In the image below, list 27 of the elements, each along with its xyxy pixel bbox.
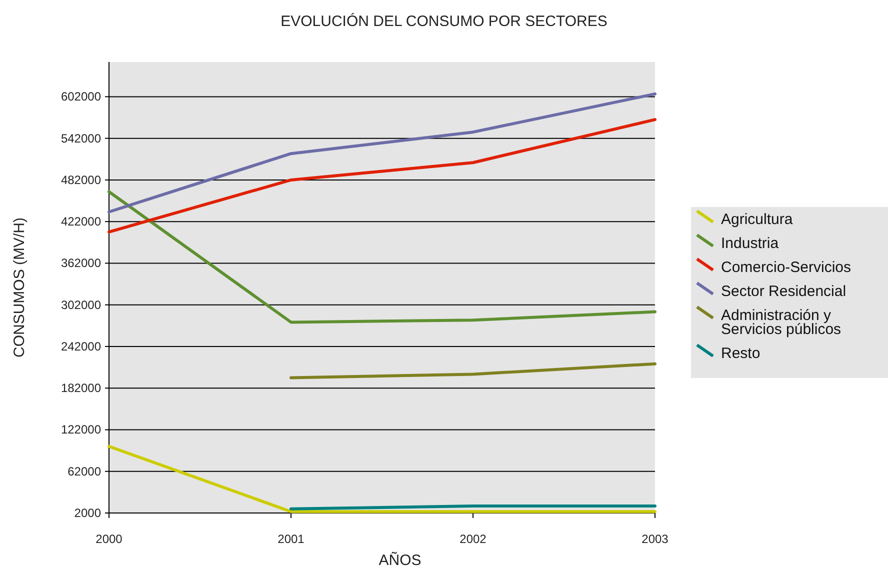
line-series — [108, 118, 656, 234]
y-axis-title: CONSUMOS (MV/H) — [11, 218, 28, 358]
y-tick-label: 182000 — [60, 381, 102, 396]
legend-label: Agricultura — [721, 211, 794, 228]
x-axis-title: AÑOS — [378, 551, 422, 569]
y-tick-label: 602000 — [60, 90, 102, 104]
legend-label: Industria — [721, 235, 780, 252]
y-tick-label: 242000 — [60, 339, 102, 354]
legend-label: Administración y Servicios públicos — [721, 307, 842, 338]
line-series — [108, 190, 656, 324]
legend-label: Comercio-Servicios — [721, 259, 852, 276]
x-tick-label: 2000 — [96, 532, 123, 546]
legend-label: Sector Residencial — [721, 283, 846, 300]
y-tick-label: 542000 — [60, 131, 102, 146]
x-tick-label: 2003 — [642, 532, 669, 546]
x-tick-label: 2001 — [278, 532, 305, 546]
y-tick-label: 122000 — [60, 422, 102, 437]
y-tick-label: 2000 — [74, 506, 102, 520]
line-series — [108, 92, 656, 214]
y-tick-label: 422000 — [60, 214, 102, 229]
y-tick-label: 62000 — [68, 464, 102, 478]
y-tick-label: 302000 — [60, 298, 102, 312]
legend-label: Resto — [721, 345, 760, 362]
y-tick-label: 482000 — [60, 172, 102, 187]
chart-title: EVOLUCIÓN DEL CONSUMO POR SECTORES — [280, 12, 608, 30]
y-tick-label: 362000 — [60, 256, 102, 270]
x-tick-label: 2002 — [460, 532, 487, 546]
